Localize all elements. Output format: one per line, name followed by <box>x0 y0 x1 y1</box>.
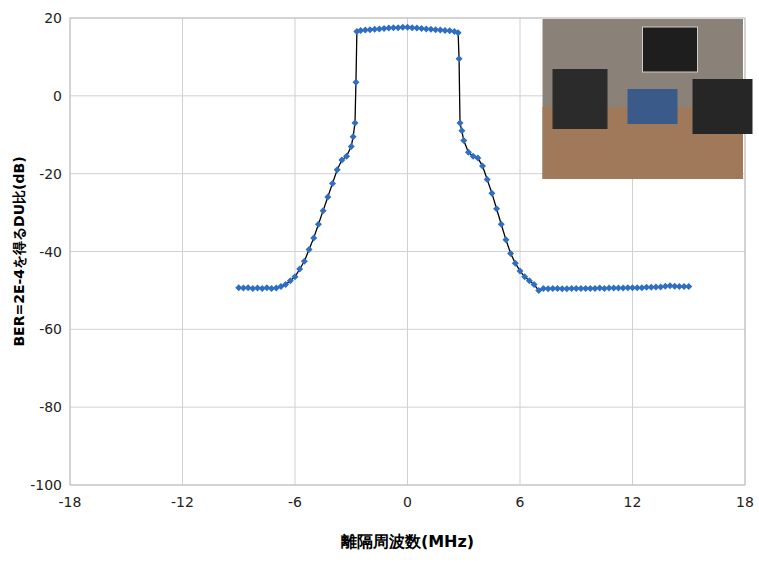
data-point <box>456 55 463 62</box>
data-point <box>685 283 692 290</box>
tick-label: -100 <box>30 477 62 493</box>
chart: -18-12-6061218-100-80-60-40-20020離隔周波数(M… <box>0 0 759 563</box>
data-point <box>465 149 472 156</box>
data-point <box>352 79 359 86</box>
grid <box>70 18 745 485</box>
axis-title: 離隔周波数(MHz) <box>340 532 474 551</box>
data-point <box>348 143 355 150</box>
data-line <box>239 27 689 290</box>
tick-label: -60 <box>39 321 62 337</box>
tick-label: -6 <box>288 494 302 510</box>
data-point <box>455 29 462 36</box>
plot-frame <box>70 18 745 485</box>
tick-label: -40 <box>39 244 62 260</box>
data-point <box>479 162 486 169</box>
grid-line <box>70 407 745 408</box>
grid-line <box>70 329 745 330</box>
data-point <box>458 127 465 134</box>
data-point <box>343 153 350 160</box>
photo-laptop <box>628 89 678 124</box>
data-point <box>306 246 313 253</box>
photo-monitor <box>643 27 698 72</box>
photo-device <box>553 69 608 129</box>
data-point <box>507 250 514 257</box>
data-point <box>329 180 336 187</box>
data-point <box>521 273 528 280</box>
data-point <box>457 120 464 127</box>
data-point <box>484 176 491 183</box>
data-point <box>350 133 357 140</box>
data-point <box>310 234 317 241</box>
data-point <box>320 207 327 214</box>
data-point <box>531 281 538 288</box>
data-point <box>502 236 509 243</box>
data-layer <box>235 24 692 294</box>
data-point <box>315 221 322 228</box>
photo-device <box>693 79 753 134</box>
data-point <box>301 258 308 265</box>
tick-label: 12 <box>624 494 642 510</box>
tick-label: 20 <box>44 10 62 26</box>
data-point <box>324 194 331 201</box>
data-point <box>498 221 505 228</box>
data-point <box>338 157 345 164</box>
tick-label: 6 <box>516 494 525 510</box>
data-point <box>460 137 467 144</box>
data-point <box>512 260 519 267</box>
tick-label: 0 <box>53 88 62 104</box>
data-point <box>352 120 359 127</box>
data-point <box>488 190 495 197</box>
tick-label: -80 <box>39 399 62 415</box>
data-point <box>296 266 303 273</box>
photo-inset <box>543 19 753 179</box>
grid-line <box>70 251 745 252</box>
data-point <box>474 155 481 162</box>
tick-label: -12 <box>171 494 194 510</box>
data-point <box>334 166 341 173</box>
tick-label: -18 <box>59 494 82 510</box>
data-point <box>282 281 289 288</box>
tick-label: 0 <box>403 494 412 510</box>
tick-label: -20 <box>39 166 62 182</box>
data-point <box>526 277 533 284</box>
data-point <box>287 277 294 284</box>
data-point <box>292 273 299 280</box>
tick-label: 18 <box>736 494 754 510</box>
data-point <box>517 267 524 274</box>
axis-title: BER=2E-4を得るDU比(dB) <box>11 156 27 346</box>
data-point <box>493 205 500 212</box>
